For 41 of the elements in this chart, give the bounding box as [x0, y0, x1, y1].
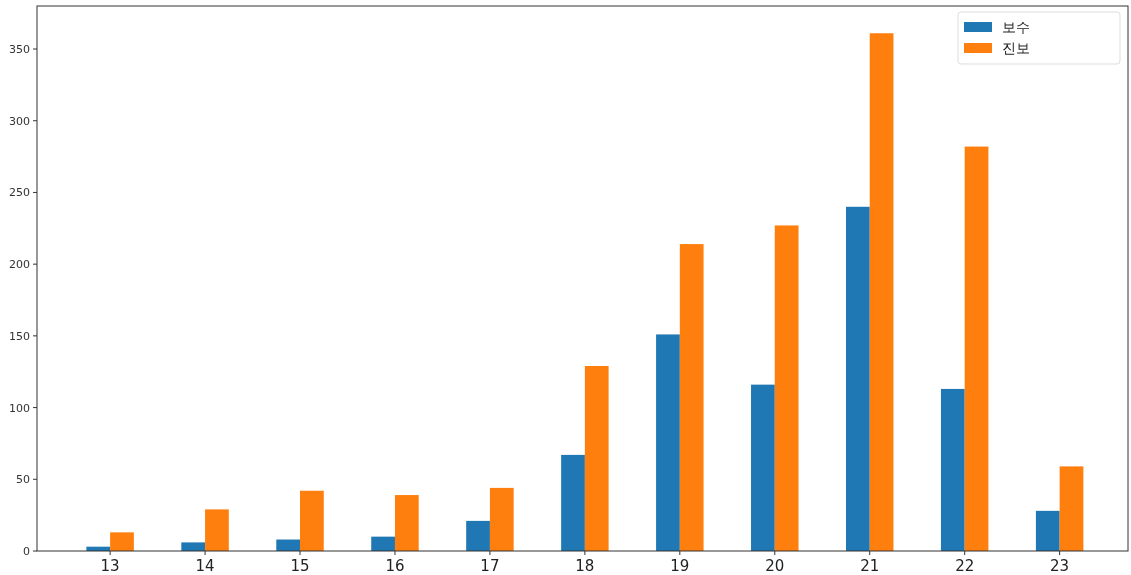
- bar: [561, 454, 585, 551]
- x-tick-label: 16: [385, 557, 405, 575]
- bar: [656, 334, 680, 551]
- bar: [679, 244, 704, 551]
- x-tick-label: 22: [955, 557, 975, 575]
- x-tick-label: 23: [1050, 557, 1070, 575]
- bar: [181, 542, 206, 551]
- x-tick-label: 18: [575, 557, 595, 575]
- y-tick-label: 350: [9, 43, 30, 57]
- bar: [1059, 466, 1084, 551]
- y-tick-label: 100: [9, 401, 30, 415]
- x-tick-label: 21: [860, 557, 880, 575]
- y-tick-label: 150: [9, 329, 30, 343]
- y-tick-label: 50: [16, 473, 30, 487]
- legend-label: 진보: [1002, 40, 1030, 56]
- bar: [300, 490, 324, 551]
- bar: [869, 33, 894, 551]
- y-tick-label: 250: [9, 186, 30, 200]
- bar: [584, 365, 609, 551]
- bar: [394, 495, 419, 551]
- bar: [489, 487, 514, 551]
- x-tick-label: 19: [670, 557, 690, 575]
- bar: [774, 225, 799, 551]
- bar: [751, 384, 775, 551]
- y-tick-label: 200: [9, 258, 30, 272]
- x-tick-label: 14: [195, 557, 215, 575]
- bar: [371, 536, 395, 551]
- bar: [1035, 510, 1060, 551]
- bar: [110, 532, 134, 551]
- x-tick-label: 20: [765, 557, 785, 575]
- bar: [845, 206, 870, 551]
- bar: [964, 146, 989, 551]
- x-tick-label: 15: [290, 557, 310, 575]
- x-tick-label: 13: [100, 557, 120, 575]
- x-tick-label: 17: [480, 557, 500, 575]
- bar: [466, 520, 490, 551]
- bar: [940, 388, 965, 551]
- bar: [205, 509, 229, 551]
- y-tick-label: 0: [23, 545, 30, 558]
- legend-label: 보수: [1002, 19, 1030, 35]
- y-tick-label: 300: [9, 114, 30, 128]
